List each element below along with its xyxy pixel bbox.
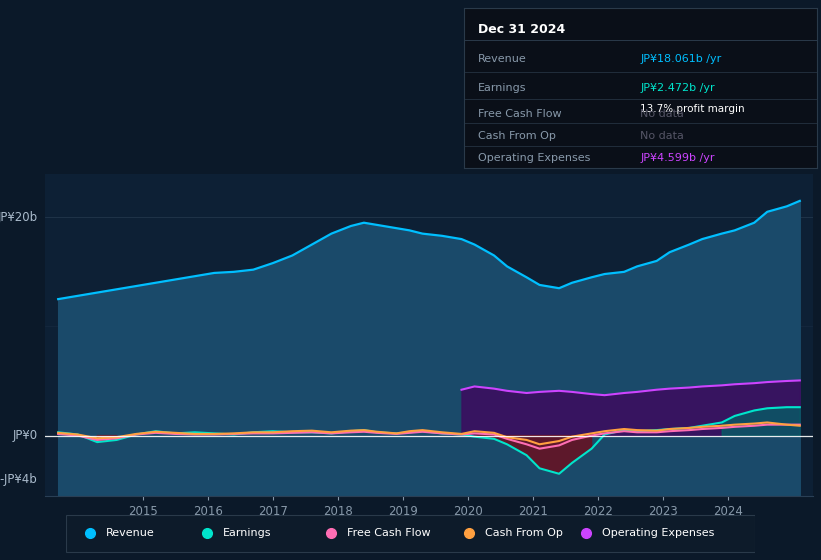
Text: Earnings: Earnings <box>478 83 526 93</box>
Text: JP¥0: JP¥0 <box>12 429 38 442</box>
FancyBboxPatch shape <box>66 515 755 552</box>
Text: Free Cash Flow: Free Cash Flow <box>347 529 431 538</box>
Text: No data: No data <box>640 109 684 119</box>
Text: Earnings: Earnings <box>223 529 272 538</box>
Text: JP¥18.061b /yr: JP¥18.061b /yr <box>640 54 722 64</box>
Text: Free Cash Flow: Free Cash Flow <box>478 109 562 119</box>
Text: Operating Expenses: Operating Expenses <box>603 529 714 538</box>
Text: JP¥2.472b /yr: JP¥2.472b /yr <box>640 83 715 93</box>
Text: Revenue: Revenue <box>106 529 154 538</box>
Text: JP¥4.599b /yr: JP¥4.599b /yr <box>640 153 715 164</box>
Text: Dec 31 2024: Dec 31 2024 <box>478 23 565 36</box>
Text: Cash From Op: Cash From Op <box>485 529 563 538</box>
Text: Operating Expenses: Operating Expenses <box>478 153 590 164</box>
Text: Cash From Op: Cash From Op <box>478 131 556 141</box>
Text: JP¥20b: JP¥20b <box>0 211 38 224</box>
Text: -JP¥4b: -JP¥4b <box>0 473 38 486</box>
Text: Revenue: Revenue <box>478 54 527 64</box>
Text: 13.7% profit margin: 13.7% profit margin <box>640 104 745 114</box>
Text: No data: No data <box>640 131 684 141</box>
